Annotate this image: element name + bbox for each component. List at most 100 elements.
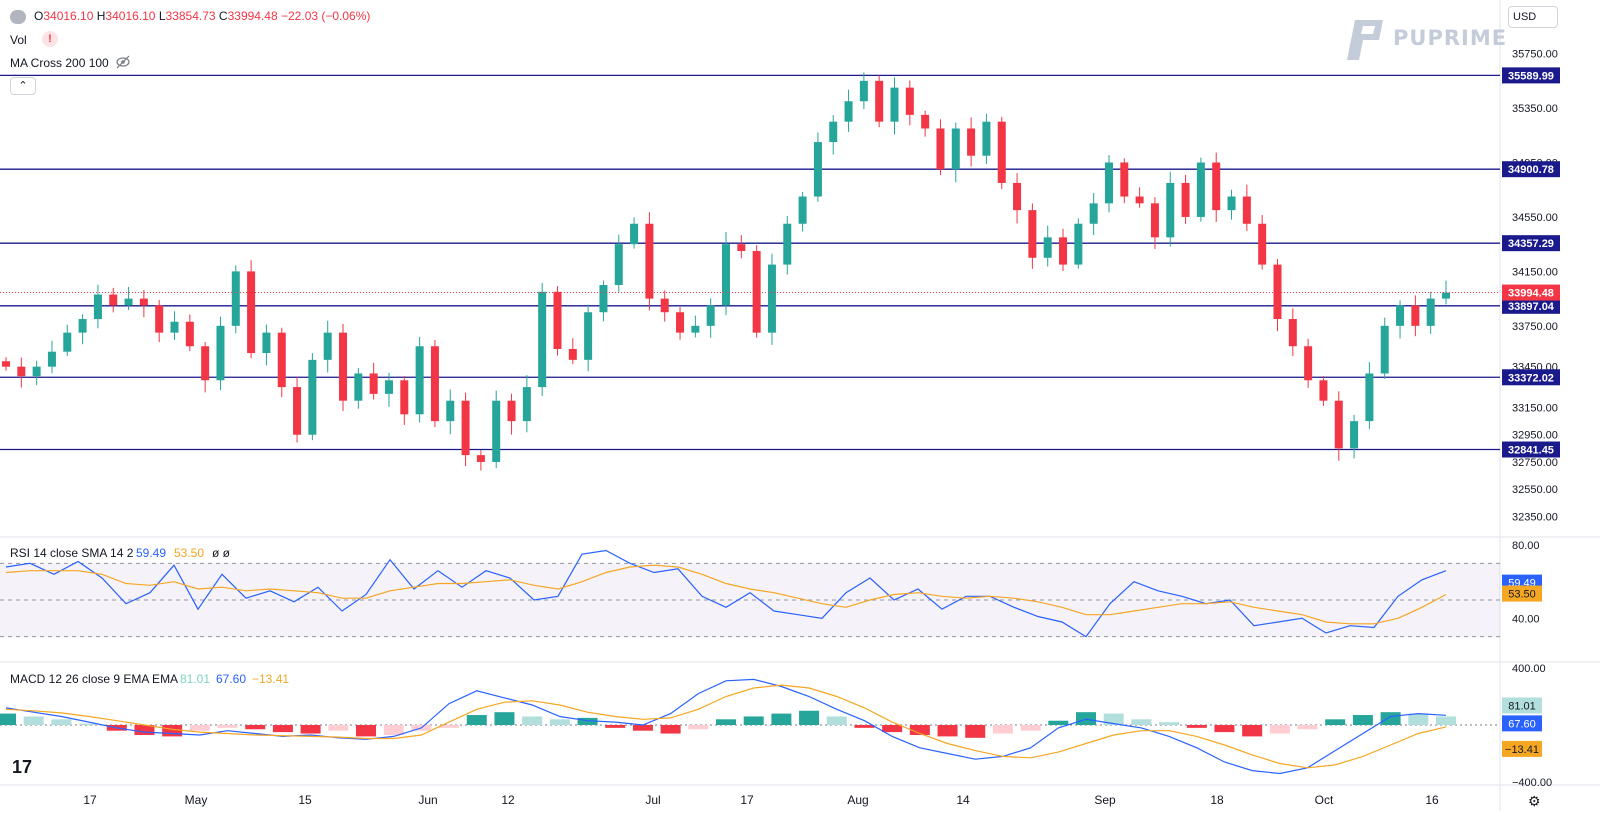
- candle-body: [967, 128, 976, 156]
- candle-body: [783, 223, 792, 265]
- last-price-label: 33994.48: [1508, 288, 1554, 300]
- macd-histogram-bar: [1214, 725, 1235, 733]
- macd-histogram-bar: [1408, 713, 1429, 725]
- macd-histogram-bar: [522, 716, 543, 725]
- candle-body: [155, 305, 164, 333]
- rsi-sma-value: 53.50: [174, 546, 204, 560]
- macd-histogram-bar: [383, 725, 404, 735]
- rsi-tick-label: 40.00: [1512, 613, 1540, 625]
- candle-body: [1227, 196, 1236, 211]
- macd-histogram-bar: [79, 723, 100, 725]
- macd-histogram-bar: [272, 725, 293, 733]
- warning-icon[interactable]: !: [42, 31, 58, 47]
- macd-signal-line: [5, 684, 1447, 769]
- candle-body: [415, 346, 424, 415]
- rsi-overlay-label: ø ø: [212, 546, 231, 560]
- macd-histogram-bar: [660, 725, 681, 734]
- candle-body: [400, 380, 409, 415]
- price-tick-label: 33750.00: [1512, 321, 1558, 333]
- candle-body: [1196, 162, 1205, 217]
- candle-body: [430, 346, 439, 422]
- candle-body: [476, 455, 485, 462]
- macd-histogram-bar: [328, 725, 349, 731]
- candle-body: [997, 121, 1006, 183]
- candle-body: [630, 223, 639, 245]
- candle-body: [1334, 400, 1343, 449]
- candle-body: [1089, 203, 1098, 224]
- time-tick-label: 15: [298, 793, 312, 807]
- candle-body: [2, 361, 10, 367]
- rsi-value-label: 53.50: [1508, 589, 1536, 601]
- candle-body: [875, 80, 884, 122]
- macd-histogram-bar: [494, 712, 515, 725]
- candle-body: [1135, 196, 1144, 204]
- candle-body: [1426, 298, 1435, 326]
- time-tick-label: Sep: [1094, 793, 1116, 807]
- price-tick-label: 35750.00: [1512, 49, 1558, 61]
- time-tick-label: Jul: [645, 793, 660, 807]
- candle-body: [170, 321, 179, 333]
- candle-body: [1013, 182, 1022, 211]
- macd-histogram-bar: [799, 710, 820, 725]
- macd-histogram-bar: [439, 725, 460, 728]
- macd-tick-label: −400.00: [1512, 777, 1552, 789]
- time-tick-label: 16: [1425, 793, 1439, 807]
- candle-body: [691, 325, 700, 333]
- macd-value-label: 81.01: [1508, 700, 1536, 712]
- candle-body: [507, 400, 516, 422]
- candle-body: [124, 298, 133, 306]
- rsi-sma-line: [5, 564, 1447, 625]
- level-price-tag: [1502, 441, 1560, 458]
- price-tick-label: 32550.00: [1512, 484, 1558, 496]
- candle-body: [982, 121, 991, 156]
- candle-body: [1212, 162, 1221, 211]
- price-tick-label: 34550.00: [1512, 212, 1558, 224]
- macd-histogram-bar: [688, 725, 709, 730]
- macd-histogram-bar: [23, 716, 44, 725]
- candle-body: [1120, 162, 1129, 197]
- price-tick-label: 33150.00: [1512, 403, 1558, 415]
- price-tick-label: 32750.00: [1512, 457, 1558, 469]
- macd-histogram-bar: [0, 713, 16, 725]
- collapse-pill-icon[interactable]: [10, 10, 26, 24]
- rsi-title: RSI 14 close SMA 14 2: [10, 546, 134, 560]
- level-price-tag: [1502, 161, 1560, 178]
- macd-histogram-bar: [577, 717, 598, 725]
- candle-body: [752, 250, 761, 333]
- macd-histogram-bar: [1269, 725, 1290, 734]
- price-tick-label: 34150.00: [1512, 266, 1558, 278]
- candle-body: [645, 223, 654, 299]
- macd-histogram-bar: [716, 719, 736, 725]
- candle-body: [706, 305, 715, 326]
- candle-body: [1074, 223, 1083, 265]
- tradingview-logo[interactable]: 17: [12, 757, 33, 777]
- candle-body: [185, 321, 194, 347]
- macd-histogram-bar: [466, 715, 487, 725]
- macd-histogram-bar: [826, 716, 847, 725]
- candle-body: [905, 87, 914, 115]
- gear-icon[interactable]: ⚙: [1528, 793, 1541, 809]
- candle-body: [553, 291, 562, 349]
- chevron-up-icon[interactable]: ⌃: [10, 77, 36, 95]
- time-tick-label: 14: [956, 793, 970, 807]
- candle-body: [737, 244, 746, 251]
- candle-body: [522, 387, 531, 422]
- macd-histogram-bar: [1380, 712, 1401, 725]
- candle-body: [339, 332, 348, 401]
- level-price-tag: [1502, 369, 1560, 386]
- macd-histogram-bar: [51, 719, 72, 725]
- eye-off-icon[interactable]: [116, 55, 130, 69]
- candle-body: [1181, 182, 1190, 217]
- candle-body: [1273, 264, 1282, 320]
- macd-value-label: 67.60: [1508, 718, 1536, 730]
- currency-selector[interactable]: USD: [1508, 6, 1558, 28]
- candle-body: [829, 121, 838, 143]
- candle-body: [1104, 162, 1113, 204]
- candle-body: [1043, 237, 1052, 258]
- candle-body: [231, 271, 240, 326]
- price-tick-label: 32950.00: [1512, 430, 1558, 442]
- time-tick-label: 12: [501, 793, 515, 807]
- candle-body: [813, 142, 822, 197]
- macd-tick-label: 400.00: [1512, 663, 1546, 675]
